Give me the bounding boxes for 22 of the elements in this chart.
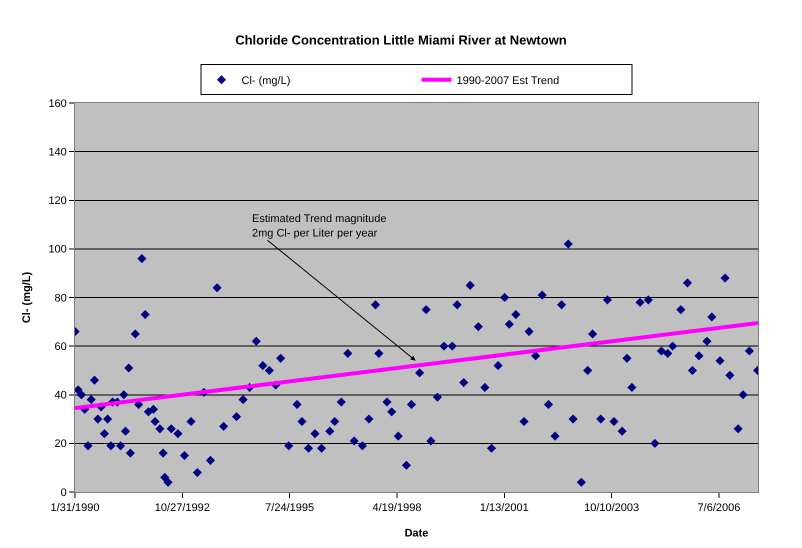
- y-tick-label: 120: [48, 195, 67, 208]
- x-tick-label: 7/6/2006: [698, 502, 740, 514]
- x-tick-label: 10/27/1992: [154, 502, 210, 514]
- y-tick-label: 20: [54, 438, 67, 450]
- y-tick-label: 140: [48, 146, 67, 158]
- y-tick-label: 60: [54, 340, 67, 353]
- legend-label: Cl- (mg/L): [242, 75, 290, 88]
- legend-label: 1990-2007 Est Trend: [456, 75, 560, 88]
- y-axis-title: Cl- (mg/L): [21, 272, 34, 324]
- x-tick-label: 1/31/1990: [50, 502, 100, 514]
- y-tick-label: 160: [48, 98, 67, 110]
- y-tick-label: 80: [54, 292, 67, 304]
- y-tick-label: 100: [48, 244, 67, 256]
- x-tick-label: 7/24/1995: [265, 502, 314, 514]
- x-axis-title: Date: [404, 527, 428, 540]
- y-tick-label: 0: [60, 486, 67, 499]
- y-tick-label: 40: [54, 390, 67, 402]
- x-tick-label: 10/10/2003: [584, 502, 640, 514]
- chart-title: Chloride Concentration Little Miami River at Newtown: [235, 32, 567, 48]
- x-tick-label: 1/13/2001: [480, 502, 529, 514]
- annotation: Estimated Trend magnitude 2mg Cl- per Liter per year: [252, 213, 387, 240]
- x-tick-label: 4/19/1998: [372, 502, 422, 514]
